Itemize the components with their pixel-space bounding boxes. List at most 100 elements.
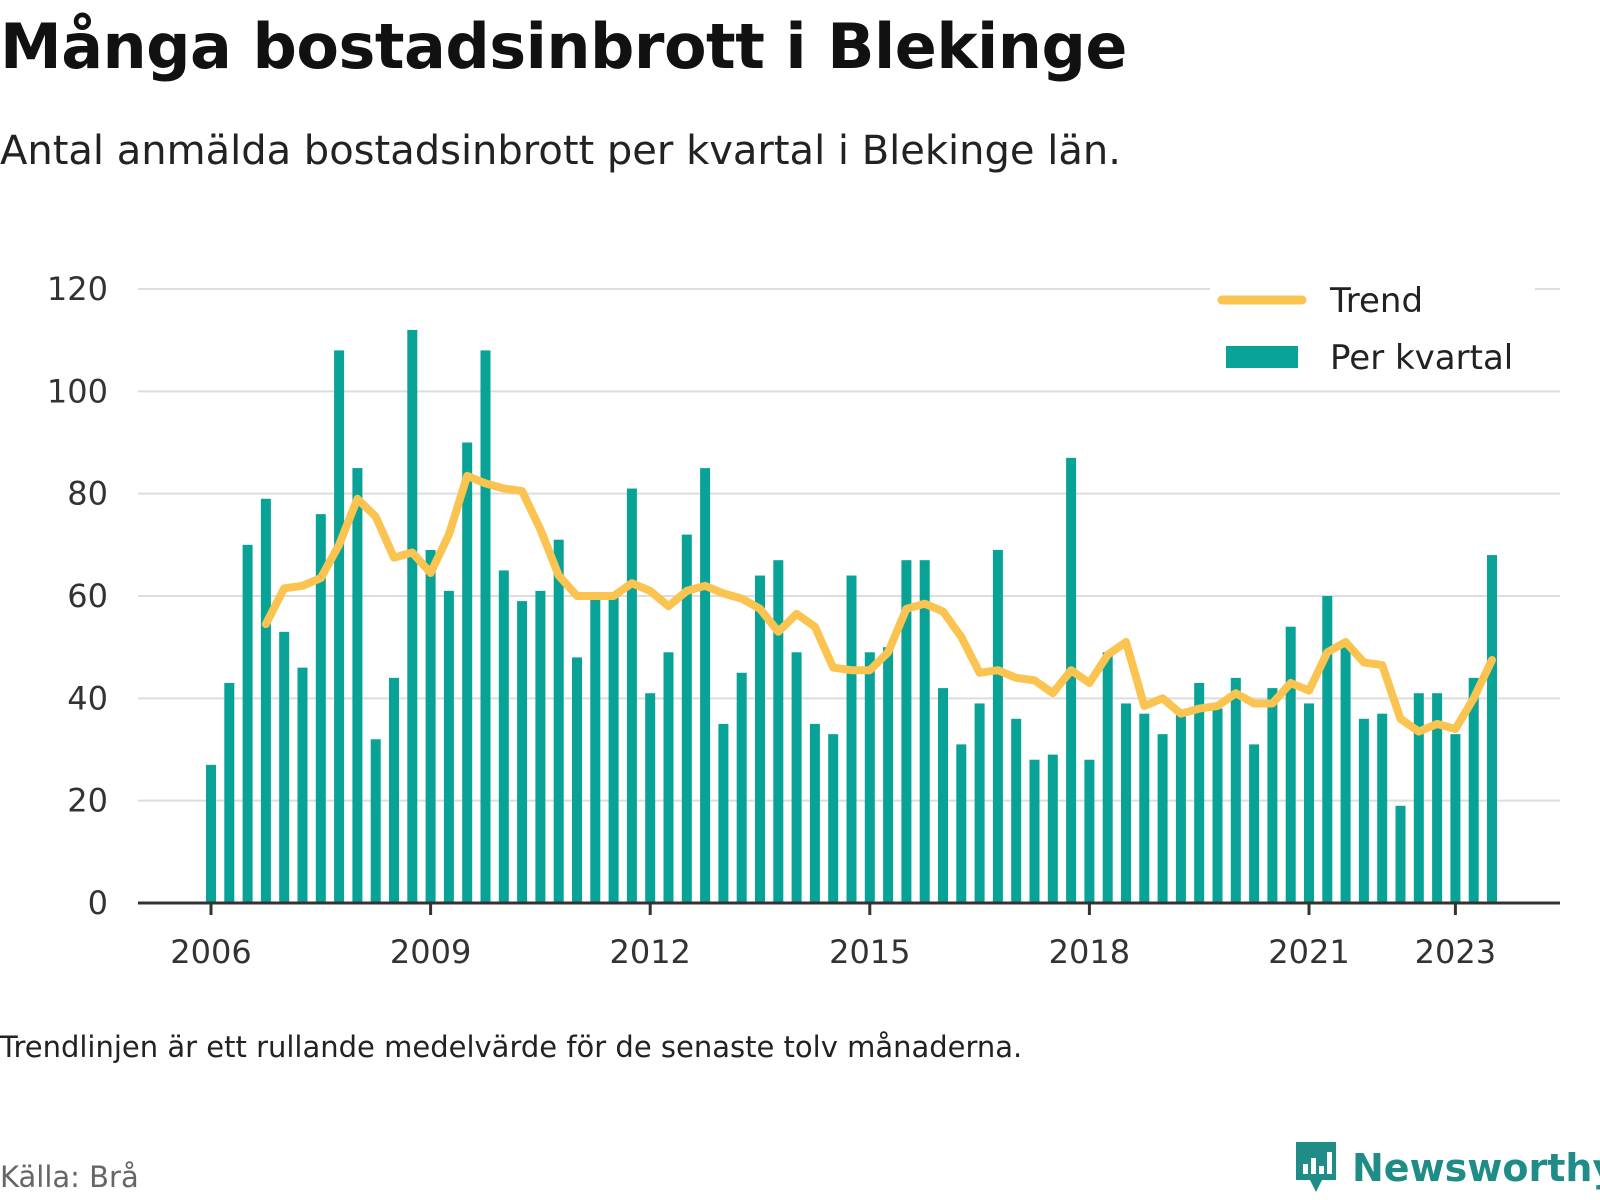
newsworthy-logo-icon	[1296, 1142, 1336, 1192]
bar	[1340, 642, 1351, 903]
bar	[1487, 555, 1497, 903]
bar	[517, 601, 528, 903]
legend-swatch-per-kvartal	[1226, 346, 1298, 368]
bar	[297, 667, 308, 903]
bar	[1285, 626, 1296, 903]
bar	[1395, 805, 1406, 903]
bar	[681, 534, 692, 903]
bar	[938, 688, 948, 903]
y-tick-label: 120	[47, 270, 108, 308]
bar	[572, 657, 582, 903]
bar	[1212, 708, 1223, 903]
bar	[242, 544, 253, 903]
bar	[1102, 652, 1113, 903]
bar	[755, 575, 765, 903]
bar	[956, 744, 967, 903]
x-tick-label: 2023	[1415, 933, 1496, 971]
bar	[1194, 682, 1205, 903]
bar	[1157, 734, 1168, 903]
legend: Trend Per kvartal	[1210, 270, 1535, 390]
bar	[279, 631, 290, 903]
bar	[498, 570, 509, 903]
bar	[443, 590, 454, 903]
bar	[334, 350, 345, 903]
legend-label-trend: Trend	[1329, 281, 1423, 321]
source-note: Källa: Brå	[0, 1160, 139, 1194]
bar	[992, 549, 1003, 903]
y-tick-label: 40	[67, 679, 108, 717]
axes: 0 20 40 60 80 100 120 2006 2009 2012 2015 2018 2021 2…	[47, 270, 1560, 971]
brand-name: Newsworthy	[1352, 1146, 1600, 1190]
bar	[1047, 754, 1058, 903]
bar	[407, 329, 418, 903]
footnote: Trendlinjen är ett rullande medelvärde f…	[0, 1030, 1023, 1064]
bar	[260, 498, 271, 903]
bar	[315, 514, 326, 903]
bar	[1432, 693, 1443, 903]
x-tick-label: 2015	[829, 933, 910, 971]
bar	[901, 560, 912, 903]
x-tick-label: 2009	[390, 933, 471, 971]
bar	[590, 596, 601, 903]
bar	[1230, 677, 1241, 903]
bar	[608, 596, 619, 903]
bar	[1175, 713, 1186, 903]
x-tick-label: 2021	[1268, 933, 1349, 971]
bar	[462, 442, 473, 903]
line-series-trend	[261, 471, 1496, 736]
bar	[1249, 744, 1260, 903]
bar	[370, 739, 381, 903]
bar	[1267, 688, 1278, 903]
bar	[663, 652, 674, 903]
bar	[1304, 703, 1314, 903]
bar	[553, 539, 564, 903]
bar	[1358, 718, 1369, 903]
bar	[535, 590, 546, 903]
bar	[718, 723, 729, 903]
x-tick-label: 2012	[609, 933, 690, 971]
bar	[1029, 759, 1040, 903]
bar	[1450, 734, 1461, 903]
bar	[645, 693, 656, 903]
bar	[773, 560, 784, 903]
bar	[224, 682, 235, 903]
bar	[1377, 713, 1388, 903]
y-tick-label: 80	[67, 475, 108, 513]
bar	[1084, 759, 1095, 903]
y-tick-label: 0	[88, 884, 108, 922]
x-tick-label: 2006	[170, 933, 251, 971]
bar	[1011, 718, 1022, 903]
y-tick-label: 20	[67, 782, 108, 820]
bar	[1066, 457, 1077, 903]
y-tick-label: 60	[67, 577, 108, 615]
bar	[919, 560, 930, 903]
x-tick-label: 2018	[1049, 933, 1130, 971]
legend-background	[1210, 270, 1535, 390]
legend-label-per-kvartal: Per kvartal	[1330, 338, 1513, 378]
bar	[1322, 596, 1333, 903]
bar-line-chart: 0 20 40 60 80 100 120 2006 2009 2012 2015 2018 2021 2…	[47, 270, 1560, 971]
bar	[1121, 703, 1131, 903]
brand-logo: Newsworthy	[1292, 1138, 1600, 1198]
bar	[736, 672, 747, 903]
bar	[974, 703, 985, 903]
bar	[828, 734, 839, 903]
bar	[206, 764, 216, 903]
bar	[425, 549, 436, 903]
bar	[1139, 713, 1150, 903]
bar	[352, 468, 363, 903]
y-tick-label: 100	[47, 372, 108, 410]
bar	[700, 468, 711, 903]
chart-title: Många bostadsinbrott i Blekinge	[0, 10, 1127, 83]
bar	[864, 652, 875, 903]
bar	[389, 677, 399, 903]
bar	[883, 647, 894, 903]
bar	[626, 488, 637, 903]
trend-line	[261, 471, 1496, 736]
bar	[809, 723, 820, 903]
chart-subtitle: Antal anmälda bostadsinbrott per kvartal…	[0, 128, 1121, 174]
bar	[791, 652, 802, 903]
bar	[1468, 677, 1479, 903]
bar	[1413, 693, 1424, 903]
bar	[480, 350, 491, 903]
